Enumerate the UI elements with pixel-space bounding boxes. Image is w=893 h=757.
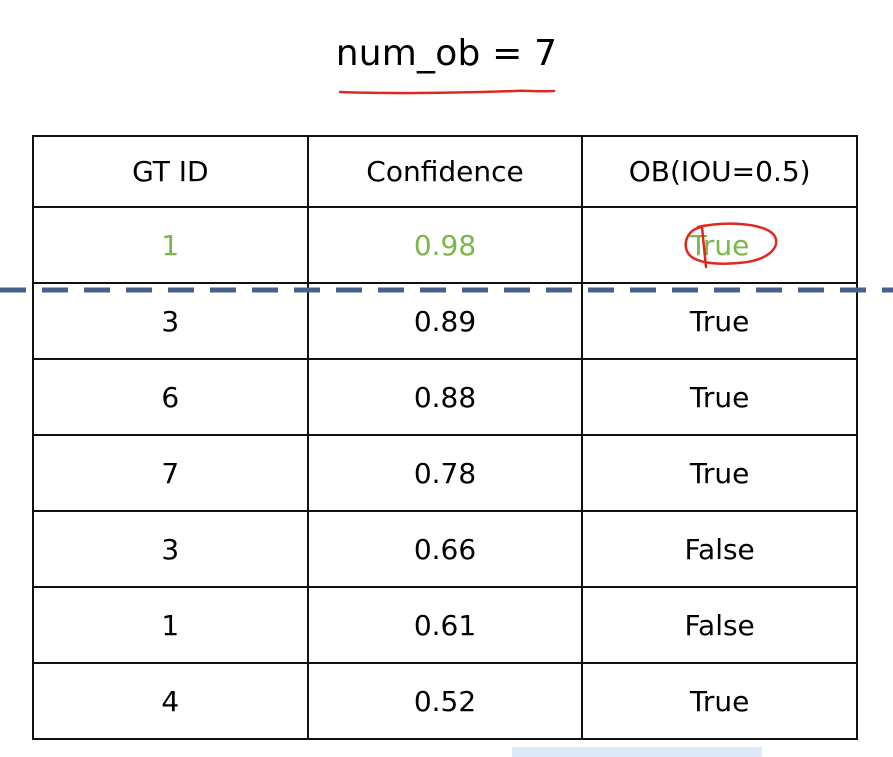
title-underline-annotation [338,89,556,95]
cell-confidence: 0.52 [306,662,584,740]
table-row: 4 0.52 True [32,662,858,740]
circled-ob-value: True [684,222,778,268]
cell-gt-id: 1 [32,586,309,664]
cell-gt-id: 4 [32,662,309,740]
table-row: 3 0.66 False [32,510,858,588]
cell-ob: True [581,206,858,284]
cell-ob: True [581,358,858,436]
table-header-row: GT ID Confidence OB(IOU=0.5) [32,135,858,208]
cell-ob: False [581,586,858,664]
cell-confidence: 0.98 [306,206,584,284]
detections-table: GT ID Confidence OB(IOU=0.5) 1 0.98 True… [32,135,858,740]
header-ob: OB(IOU=0.5) [581,135,858,208]
page-title: num_ob = 7 [335,33,558,74]
cell-gt-id: 7 [32,434,309,512]
background-shape [512,747,762,757]
cell-ob: False [581,510,858,588]
cell-ob: True [581,662,858,740]
cell-ob: True [581,434,858,512]
table-row: 6 0.88 True [32,358,858,436]
cell-gt-id: 3 [32,282,309,360]
cell-confidence: 0.61 [306,586,584,664]
header-gt-id: GT ID [32,135,309,208]
table-row: 1 0.98 True [32,206,858,284]
cell-confidence: 0.78 [306,434,584,512]
table-row: 3 0.89 True [32,282,858,360]
table-row: 1 0.61 False [32,586,858,664]
header-confidence: Confidence [306,135,584,208]
cell-ob: True [581,282,858,360]
cell-gt-id: 6 [32,358,309,436]
cell-confidence: 0.88 [306,358,584,436]
cell-gt-id: 1 [32,206,309,284]
cell-confidence: 0.66 [306,510,584,588]
table-row: 7 0.78 True [32,434,858,512]
cell-confidence: 0.89 [306,282,584,360]
cell-ob-value: True [689,228,750,262]
cell-gt-id: 3 [32,510,309,588]
